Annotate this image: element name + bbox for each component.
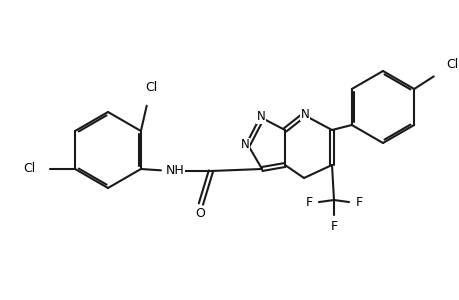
- Text: N: N: [300, 107, 309, 121]
- Text: N: N: [240, 139, 249, 152]
- Text: Cl: Cl: [145, 80, 157, 94]
- Text: F: F: [330, 220, 337, 233]
- Text: F: F: [355, 196, 362, 209]
- Text: N: N: [256, 110, 265, 124]
- Text: NH: NH: [165, 164, 184, 178]
- Text: F: F: [305, 196, 312, 209]
- Text: Cl: Cl: [23, 163, 35, 176]
- Text: Cl: Cl: [445, 58, 457, 70]
- Text: O: O: [195, 208, 204, 220]
